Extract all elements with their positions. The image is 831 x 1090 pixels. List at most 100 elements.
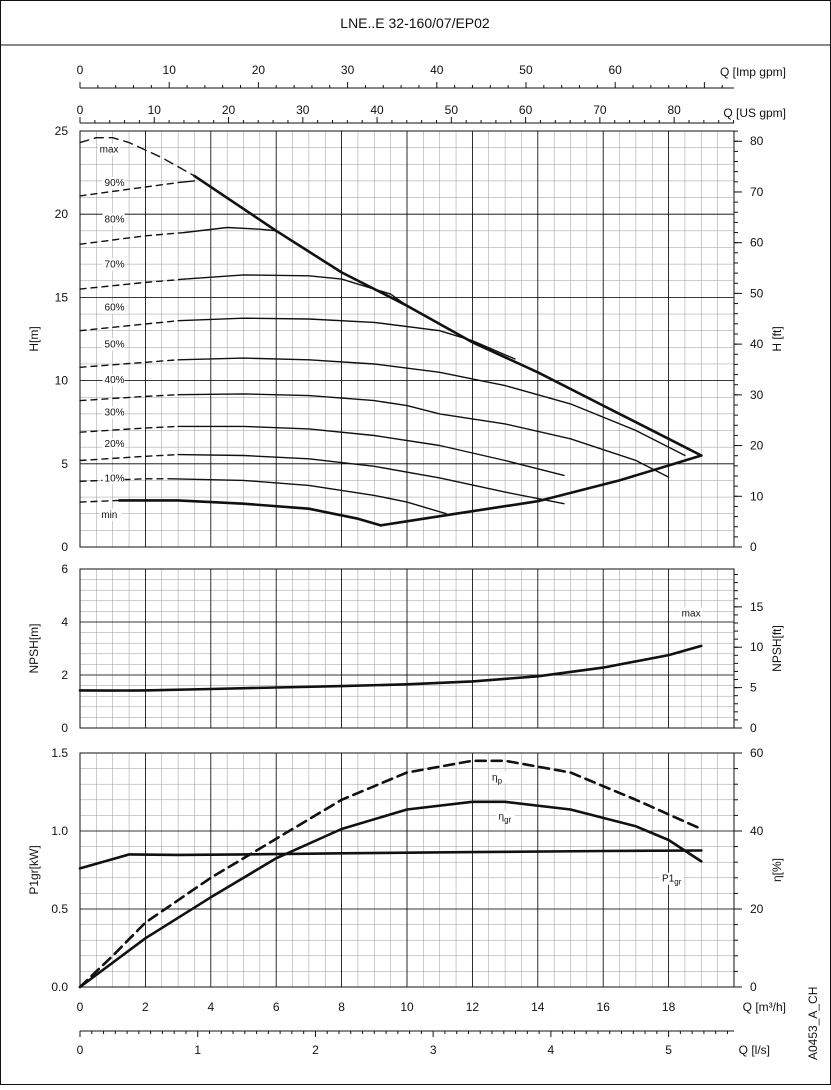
series-line-20% <box>177 453 565 505</box>
series-line-η_gr <box>78 800 703 989</box>
curve-label: 80% <box>105 215 125 226</box>
y2-axis-title: η[%] <box>770 858 784 882</box>
y-tick-label: 0 <box>61 540 68 554</box>
x-axis-title: Q [m³/h] <box>743 1000 786 1014</box>
y-tick-label: 0 <box>61 721 68 735</box>
x-tick-label: 0 <box>77 1000 84 1014</box>
series-line-70% <box>183 274 408 307</box>
series-line-10% <box>170 478 447 515</box>
curve-label: 40% <box>105 375 125 386</box>
y-axis-title: NPSH[m] <box>27 623 41 673</box>
curve-label: ηgr <box>499 811 512 824</box>
y2-tick-label: 0 <box>750 980 757 994</box>
imp-gpm-tick-label: 10 <box>163 63 177 77</box>
x-tick-label: 4 <box>207 1000 214 1014</box>
y2-tick-label: 15 <box>750 600 764 614</box>
us-gpm-tick-label: 50 <box>445 103 459 117</box>
x-tick-label: 6 <box>273 1000 280 1014</box>
imp-gpm-tick-label: 0 <box>77 63 84 77</box>
head-right-axis <box>734 130 742 548</box>
series-line-90% <box>177 180 196 184</box>
x-tick-label: 18 <box>662 1000 676 1014</box>
curve-label: 70% <box>105 259 125 270</box>
ls-axis <box>79 1030 734 1037</box>
y-tick-label: 6 <box>61 562 68 576</box>
y-tick-label: 1.5 <box>51 746 68 760</box>
y2-tick-label: 80 <box>750 134 764 148</box>
chart-title: LNE..E 32-160/07/EP02 <box>340 15 490 31</box>
y2-axis-title: NPSH[ft] <box>770 625 784 672</box>
series-line-80% <box>79 231 186 245</box>
y-tick-label: 20 <box>55 207 69 221</box>
npsh-right-axis <box>734 574 742 729</box>
npsh-plot-frame <box>79 568 735 729</box>
series-line-30% <box>79 425 179 433</box>
us-gpm-tick-label: 60 <box>519 103 533 117</box>
y2-tick-label: 5 <box>750 681 757 695</box>
us-gpm-axis-title: Q [US gpm] <box>723 106 786 120</box>
y-axis-title: P1gr[kW] <box>27 845 41 894</box>
y2-tick-label: 60 <box>750 236 764 250</box>
curve-label: min <box>101 510 117 521</box>
y2-tick-label: 40 <box>750 824 764 838</box>
curve-label-bg <box>679 607 702 620</box>
x-tick-label: 10 <box>400 1000 414 1014</box>
series-line-10% <box>79 478 173 482</box>
y-tick-label: 0.5 <box>51 902 68 916</box>
curve-label-bg <box>102 406 125 419</box>
us-gpm-tick-label: 70 <box>593 103 607 117</box>
series-line-max <box>78 644 703 692</box>
curve-label-bg <box>102 301 125 314</box>
curve-label: 60% <box>105 303 125 314</box>
x-tick-label: 2 <box>142 1000 149 1014</box>
imp-gpm-axis-title: Q [Imp gpm] <box>720 65 786 79</box>
y-tick-label: 2 <box>61 668 68 682</box>
curve-label-bg <box>97 143 120 156</box>
us-gpm-tick-label: 10 <box>148 103 162 117</box>
curve-label-bg <box>102 438 125 451</box>
y2-axis-title: H [ft] <box>770 326 784 351</box>
curve-label-bg <box>490 771 509 784</box>
power-plot-frame <box>79 752 735 988</box>
curve-label-bg <box>102 176 125 189</box>
series-line-80% <box>183 226 277 234</box>
x-tick-label: 12 <box>466 1000 480 1014</box>
us-gpm-tick-label: 40 <box>370 103 384 117</box>
y2-tick-label: 70 <box>750 185 764 199</box>
y2-tick-label: 0 <box>750 540 757 554</box>
y2-tick-label: 10 <box>750 489 764 503</box>
ls-axis-title: Q [l/s] <box>739 1043 770 1057</box>
y2-tick-label: 0 <box>750 721 757 735</box>
top-unit-axes <box>79 82 735 124</box>
curve-label-bg <box>102 472 125 485</box>
y-tick-label: 15 <box>55 290 69 304</box>
series-line-min <box>117 499 383 527</box>
curve-label-bg <box>496 810 515 823</box>
npsh-panel: 0 2 4 6 0 5 10 15 NPSH[m] NPSH[ft] max <box>27 562 784 735</box>
series-line-max <box>79 136 196 177</box>
series-line-50% <box>79 359 179 368</box>
curve-label-bg <box>99 508 122 521</box>
y2-tick-label: 40 <box>750 337 764 351</box>
curve-label-subscript: gr <box>674 878 681 887</box>
y-tick-label: 0.0 <box>51 980 68 994</box>
series-line-P1_gr <box>78 849 703 870</box>
y2-tick-label: 30 <box>750 388 764 402</box>
y-tick-label: 5 <box>61 457 68 471</box>
series-line-min <box>79 499 120 503</box>
ls-tick-label: 4 <box>548 1043 555 1057</box>
curve-label-bg <box>102 258 125 271</box>
curve-label-bg <box>102 338 125 351</box>
series-line-70% <box>79 278 186 290</box>
us-gpm-tick-label: 0 <box>77 103 84 117</box>
y-axis-title: H[m] <box>27 326 41 351</box>
series-line-60% <box>79 320 179 332</box>
imp-gpm-tick-label: 40 <box>430 63 444 77</box>
y2-tick-label: 20 <box>750 902 764 916</box>
curve-label: ηp <box>492 772 503 785</box>
curve-label: 90% <box>105 178 125 189</box>
curve-label: 10% <box>105 473 125 484</box>
curve-label: 50% <box>105 339 125 350</box>
